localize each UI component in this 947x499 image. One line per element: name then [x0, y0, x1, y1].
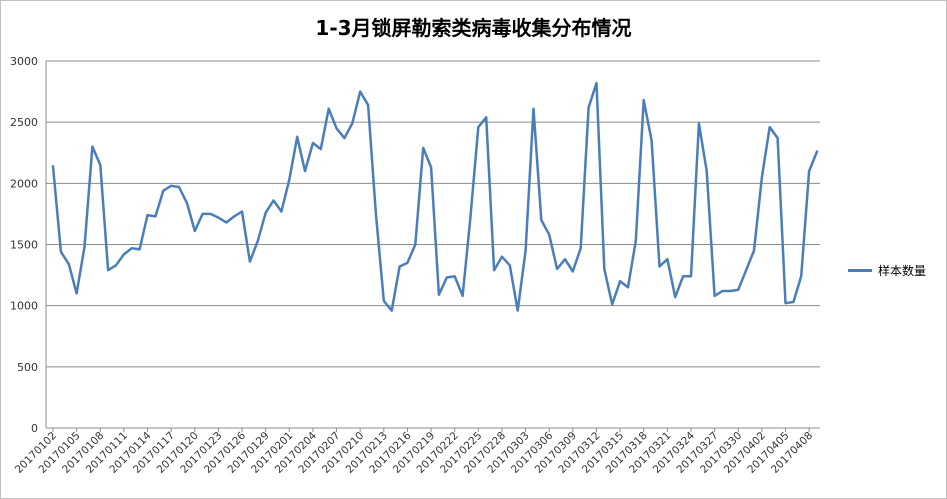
y-tick-label: 1500: [10, 239, 38, 252]
gridlines: [46, 60, 820, 368]
series-layer: [51, 81, 819, 312]
y-tick-label: 1000: [10, 300, 38, 313]
y-tick-labels: 0 500 1000 1500 2000 2500 3000: [10, 55, 38, 435]
legend-swatch: [848, 269, 872, 272]
chart-title: 1-3月锁屏勒索类病毒收集分布情况: [315, 16, 632, 40]
series-line: [51, 81, 819, 312]
y-tick-label: 2000: [10, 177, 38, 190]
legend-label: 样本数量: [878, 264, 927, 278]
y-tick-label: 500: [17, 361, 38, 374]
y-tick-label: 3000: [10, 55, 38, 68]
x-tick-labels: 2017010220170105201701082017011120170114…: [13, 429, 815, 476]
legend: 样本数量: [848, 262, 926, 279]
y-tick-label: 0: [31, 422, 38, 435]
y-tick-label: 2500: [10, 116, 38, 129]
axes: [45, 61, 820, 432]
